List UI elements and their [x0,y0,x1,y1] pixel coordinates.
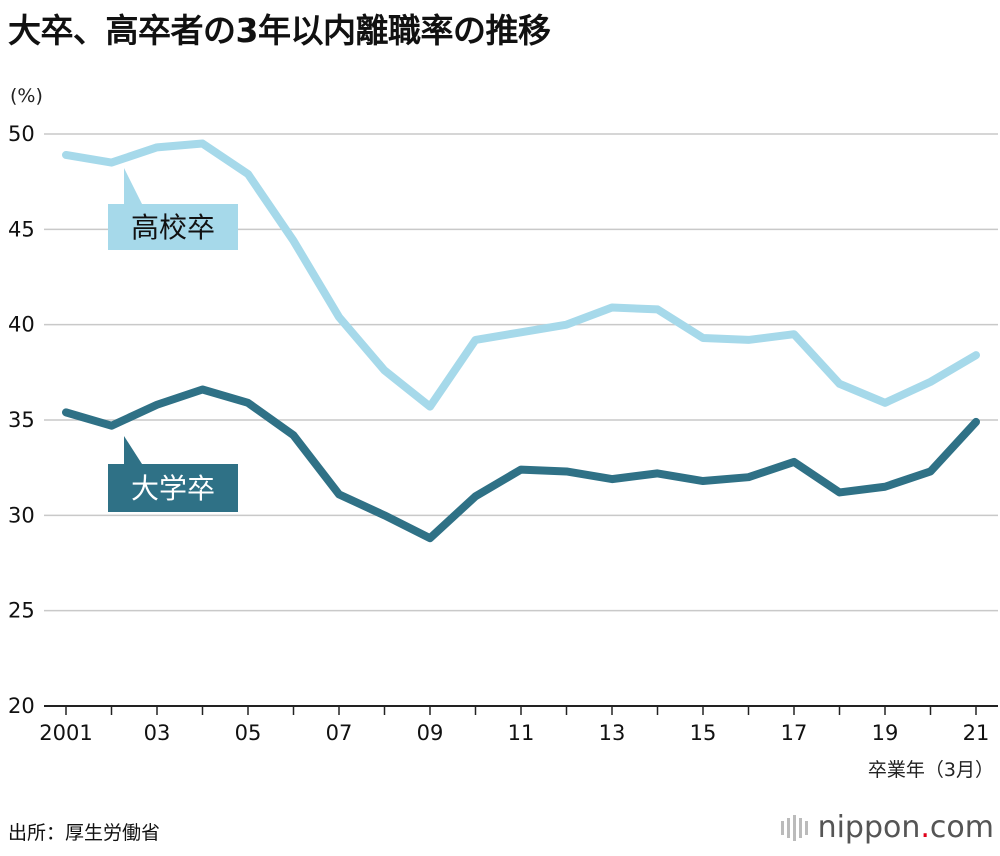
data-point [611,307,613,309]
data-point [111,425,112,427]
data-point [566,470,567,472]
x-tick-label: 17 [781,721,808,745]
data-point [520,331,522,333]
data-point [793,333,795,335]
data-point [975,354,977,356]
callout-box [108,204,238,250]
data-point [930,470,931,472]
data-point [202,143,203,145]
y-tick-label: 50 [8,122,35,146]
series-label: 高校卒 [131,211,215,244]
x-tick-label: 2001 [39,721,92,745]
data-point [338,493,340,495]
nippon-logo[interactable]: nippon. com [780,810,994,845]
data-point [475,339,476,341]
x-tick-label: 21 [963,721,990,745]
y-tick-labels: 20 25 30 35 40 45 50 [8,122,35,718]
chart-title: 大卒、高卒者の3年以内離職率の推移 [8,11,551,50]
data-point [657,308,658,310]
data-point [793,461,795,463]
series-line-1 [62,139,980,411]
data-point [748,339,749,341]
data-point [975,421,977,423]
data-point [65,154,67,156]
series-lines [62,139,980,543]
data-point [293,240,294,242]
y-tick-label: 30 [8,503,35,527]
data-point [202,388,203,390]
data-point [748,476,749,478]
y-tick-label: 45 [8,217,35,241]
data-point [156,404,158,406]
x-axis-label: 卒業年（3月） [868,759,994,781]
callout-pointer [124,436,142,464]
x-tick-label: 05 [235,721,262,745]
data-point [247,173,249,175]
data-point [65,411,67,413]
logo-dot: . [920,810,930,845]
y-tick-label: 20 [8,694,35,718]
data-point [429,537,431,539]
x-tick-label: 19 [872,721,899,745]
logo-bars-icon [780,814,808,841]
data-point [156,146,158,148]
x-tick-label: 13 [599,721,626,745]
data-point [611,478,613,480]
y-axis-label: (%) [10,85,43,107]
data-point [520,469,522,471]
logo-name: nippon [817,810,921,845]
data-point [839,383,840,385]
data-point [429,406,431,408]
data-point [657,472,658,474]
callout-pointer [124,168,142,204]
data-point [702,337,704,339]
data-point [884,486,886,488]
data-point [384,369,385,371]
data-point [293,434,294,436]
grid-lines [44,133,998,715]
x-tick-label: 15 [690,721,717,745]
data-point [475,495,476,497]
x-tick-label: 09 [417,721,444,745]
y-tick-label: 35 [8,408,35,432]
data-point [111,162,112,164]
data-point [702,480,704,482]
x-tick-label: 11 [508,721,535,745]
data-point [930,381,931,383]
y-tick-label: 25 [8,599,35,623]
series-label: 大学卒 [131,472,215,505]
logo-suffix: com [929,810,994,845]
data-point [566,324,567,326]
data-point [338,316,340,318]
source-note: 出所：厚生労働省 [8,822,161,844]
x-tick-label: 07 [326,721,353,745]
data-point [384,514,385,516]
data-point [839,491,840,493]
data-point [247,402,249,404]
y-tick-label: 40 [8,313,35,337]
x-tick-label: 03 [144,721,171,745]
callout-box [108,464,238,512]
data-point [884,402,886,404]
x-tick-labels: 2001 03 05 07 09 11 13 15 17 19 21 [39,721,989,745]
